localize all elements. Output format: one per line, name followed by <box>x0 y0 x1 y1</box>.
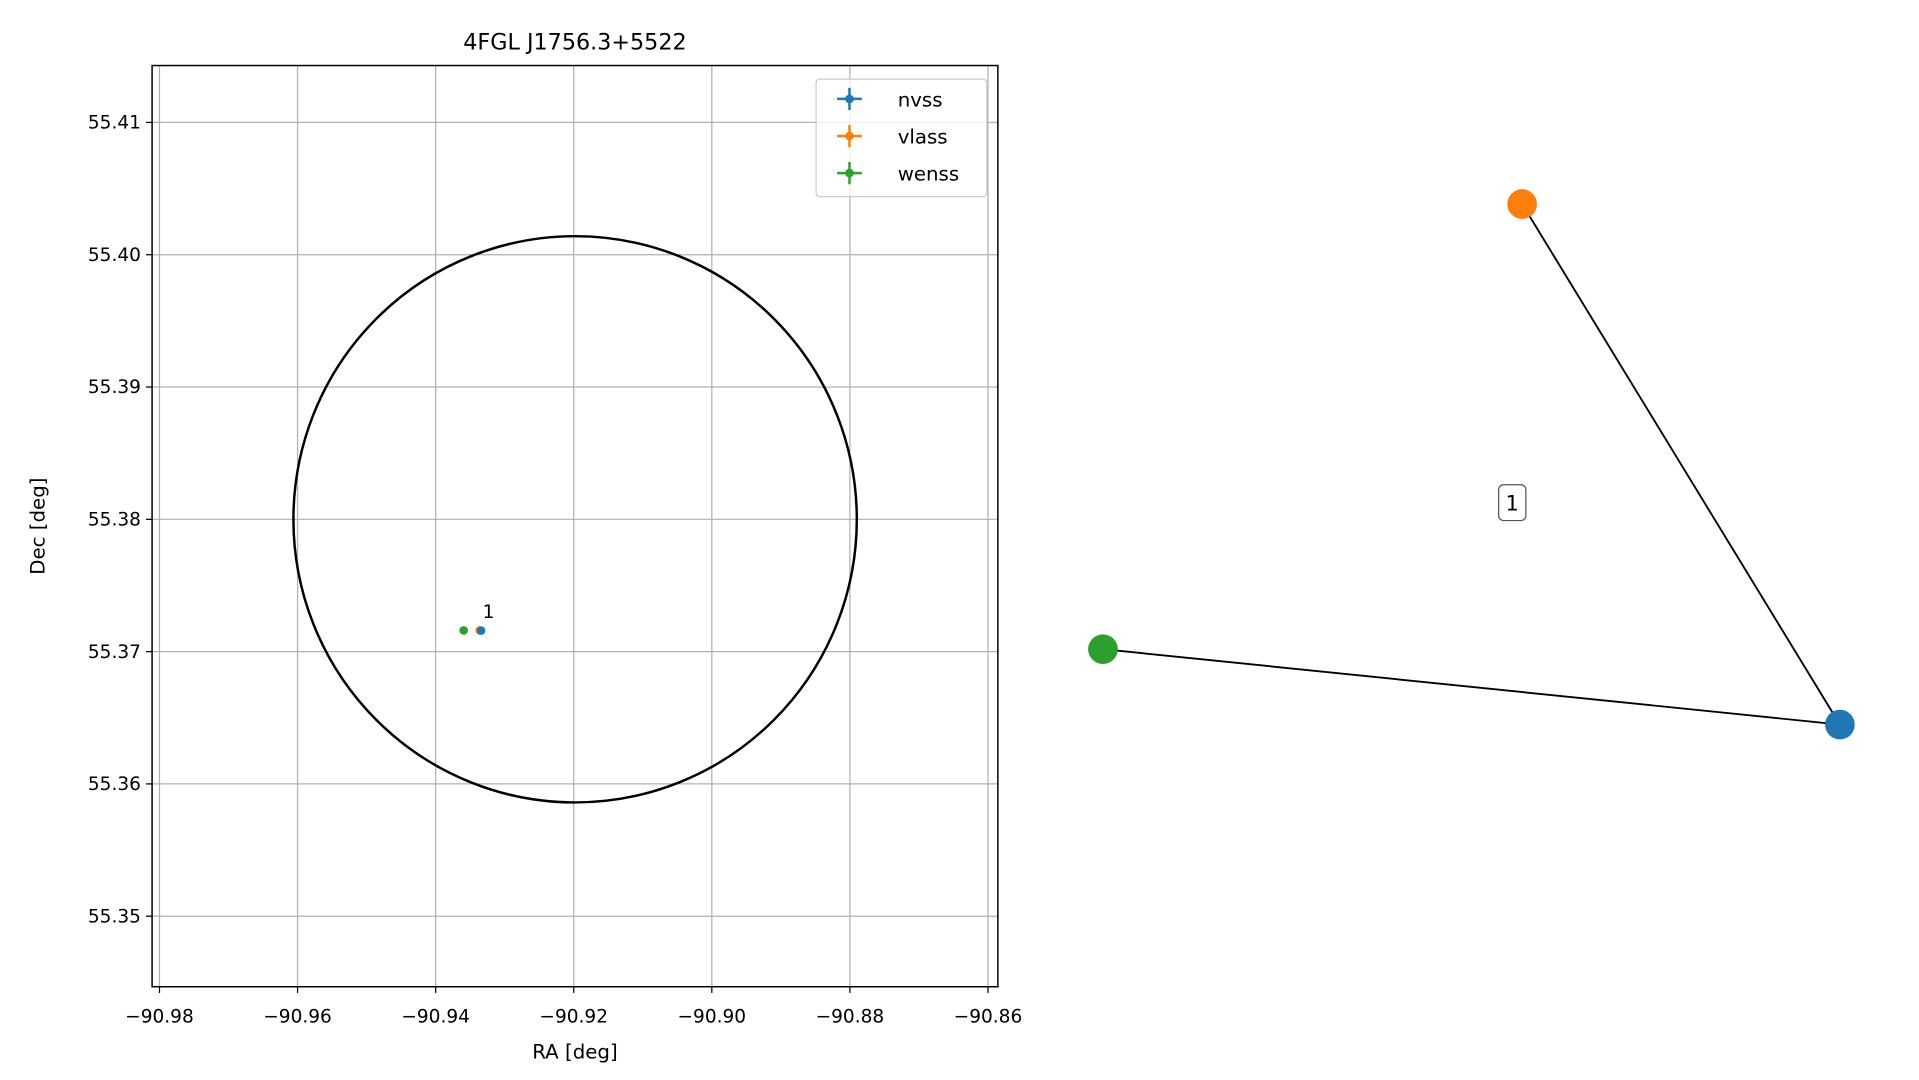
legend-label: wenss <box>898 163 959 186</box>
annotation: 1 <box>483 602 495 623</box>
y-tick-label: 55.36 <box>88 774 141 795</box>
data-point <box>476 626 486 635</box>
legend-label: nvss <box>898 88 943 111</box>
chart-title: 4FGL J1756.3+5522 <box>463 29 686 55</box>
localization-ellipse <box>292 234 859 804</box>
graph-node <box>1825 709 1855 740</box>
graph-node <box>1088 634 1118 665</box>
legend-marker <box>845 131 854 141</box>
x-tick-label: −90.96 <box>263 1007 332 1028</box>
y-tick-label: 55.39 <box>88 377 141 398</box>
y-tick-label: 55.38 <box>88 509 141 530</box>
graph-edge <box>1102 648 1841 726</box>
figure: −90.98 −90.96 −90.94 −90.92 −90.90 −90.88 −90.… <box>27 29 1855 1063</box>
y-tick-label: 55.35 <box>88 906 141 927</box>
x-tick-label: −90.94 <box>401 1007 470 1028</box>
label-box <box>1498 484 1527 522</box>
graph-node <box>1507 189 1537 219</box>
axes-frame <box>151 64 999 988</box>
y-tick-label: 55.41 <box>88 113 141 134</box>
x-axis-label: RA [deg] <box>532 1040 617 1063</box>
legend-marker <box>845 168 854 178</box>
x-tick-label: −90.88 <box>816 1007 885 1028</box>
graph-edge <box>1521 203 1841 726</box>
y-tick-label: 55.37 <box>88 642 141 663</box>
x-tick-label: −90.98 <box>125 1007 194 1028</box>
legend-frame <box>815 78 988 198</box>
x-tick-label: −90.86 <box>954 1007 1023 1028</box>
y-axis-label: Dec [deg] <box>27 478 50 575</box>
legend-marker <box>845 94 854 104</box>
x-tick-label: −90.92 <box>539 1007 608 1028</box>
graph-label: 1 <box>1506 491 1519 516</box>
legend-label: vlass <box>898 125 948 148</box>
y-tick-label: 55.40 <box>88 245 141 266</box>
data-point <box>459 626 469 635</box>
x-tick-label: −90.90 <box>678 1007 747 1028</box>
